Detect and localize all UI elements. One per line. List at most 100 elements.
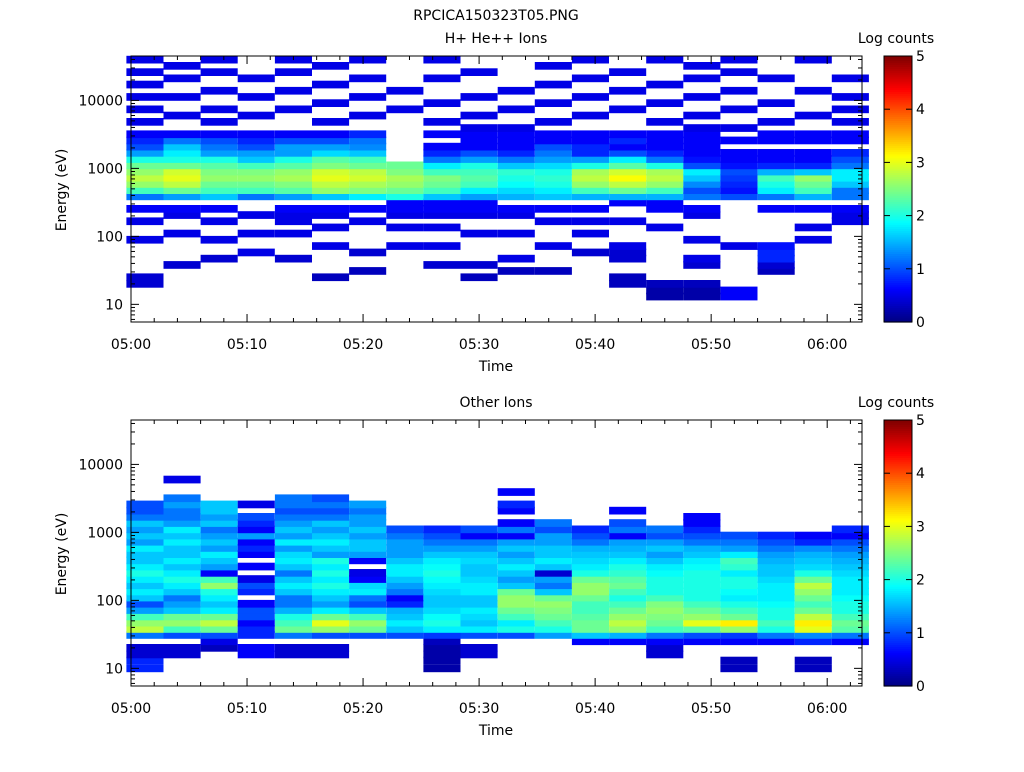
heatmap-cell	[460, 575, 498, 583]
heatmap-cell	[646, 625, 684, 633]
heatmap-cell	[126, 531, 164, 540]
heatmap-cell	[794, 562, 832, 571]
heatmap-cell	[274, 599, 312, 608]
colorbar-segment	[884, 186, 912, 190]
colorbar-segment	[884, 553, 912, 556]
heatmap-cell	[683, 93, 721, 101]
heatmap-cell	[757, 267, 795, 275]
colorbar-segment	[884, 64, 912, 67]
heatmap-cell	[349, 513, 387, 521]
heatmap-cell	[831, 155, 869, 163]
colorbar-segment	[884, 594, 912, 598]
colorbar-segment	[884, 625, 912, 629]
colorbar-segment	[884, 315, 912, 319]
heatmap-cell	[757, 161, 795, 170]
heatmap-cell	[460, 167, 498, 176]
heatmap-cell	[497, 167, 535, 176]
y-tick-label: 10	[105, 297, 123, 313]
colorbar-segment	[884, 184, 912, 188]
heatmap-cell	[683, 525, 721, 534]
heatmap-cell	[534, 136, 572, 145]
heatmap-cell	[794, 625, 832, 633]
colorbar-segment	[884, 515, 912, 519]
colorbar-segment	[884, 76, 912, 80]
colorbar-segment	[884, 677, 912, 681]
colorbar-segment	[884, 83, 912, 86]
colorbar-segment	[884, 91, 912, 95]
heatmap-cell	[274, 229, 312, 238]
colorbar-segment	[884, 270, 912, 273]
colorbar-segment	[884, 673, 912, 677]
colorbar-segment	[884, 432, 912, 436]
colorbar-segment	[884, 586, 912, 589]
heatmap-cell	[757, 625, 795, 633]
heatmap-cell	[237, 248, 275, 257]
heatmap-cell	[237, 631, 275, 639]
heatmap-cell	[349, 149, 387, 157]
heatmap-cell	[683, 161, 721, 170]
colorbar-segment	[884, 528, 912, 531]
colorbar-segment	[884, 274, 912, 277]
colorbar-segment	[884, 286, 912, 290]
colorbar-segment	[884, 671, 912, 675]
heatmap-cell	[720, 180, 758, 188]
heatmap-cell	[460, 612, 498, 621]
heatmap-cell	[200, 637, 238, 646]
heatmap-cell	[274, 142, 312, 151]
heatmap-cell	[609, 105, 647, 114]
heatmap-cell	[757, 599, 795, 608]
heatmap-cell	[534, 180, 572, 188]
heatmap-cell	[312, 556, 350, 565]
colorbar-segment	[884, 665, 912, 668]
heatmap-cell	[423, 625, 461, 633]
heatmap-cell	[646, 612, 684, 621]
colorbar-segment	[884, 650, 912, 654]
heatmap-cell	[720, 575, 758, 583]
heatmap-cell	[200, 149, 238, 157]
heatmap-cell	[609, 167, 647, 176]
heatmap-cell	[274, 525, 312, 534]
heatmap-cell	[534, 149, 572, 157]
heatmap-cell	[460, 205, 498, 213]
colorbar-segment	[884, 105, 912, 109]
heatmap-cell	[497, 211, 535, 219]
heatmap-cell	[720, 105, 758, 114]
heatmap-cell	[609, 593, 647, 602]
colorbar-segment	[884, 282, 912, 286]
x-tick-label: 06:00	[807, 337, 847, 353]
heatmap-cell	[237, 161, 275, 170]
heatmap-cell	[163, 531, 201, 540]
colorbar-segment	[884, 667, 912, 670]
heatmap-cell	[757, 593, 795, 602]
heatmap-cell	[126, 544, 164, 552]
heatmap-cell	[200, 575, 238, 583]
x-tick-label: 05:50	[691, 337, 731, 353]
heatmap-cell	[683, 612, 721, 621]
heatmap-cell	[274, 149, 312, 157]
heatmap-cell	[386, 550, 424, 558]
heatmap-cell	[163, 161, 201, 170]
heatmap-cell	[274, 562, 312, 571]
heatmap-cell	[831, 105, 869, 114]
colorbar-segment	[884, 507, 912, 510]
heatmap-cell	[386, 186, 424, 194]
heatmap-cell	[683, 606, 721, 614]
colorbar-segment	[884, 176, 912, 180]
heatmap-cell	[312, 500, 350, 509]
heatmap-cell	[274, 519, 312, 527]
heatmap-cell	[274, 650, 312, 659]
colorbar-segment	[884, 110, 912, 113]
heatmap-cell	[646, 569, 684, 577]
heatmap-cell	[720, 562, 758, 571]
heatmap-cell	[349, 55, 387, 64]
colorbar-segment	[884, 278, 912, 282]
heatmap-cell	[237, 562, 275, 571]
heatmap-cell	[423, 211, 461, 219]
colorbar-segment	[884, 679, 912, 683]
heatmap-cell	[794, 223, 832, 232]
heatmap-cell	[720, 581, 758, 590]
heatmap-cell	[274, 500, 312, 509]
heatmap-cell	[349, 136, 387, 145]
panel-h-he-ions: H+ He++ Ions Log counts Time Energy (eV)…	[54, 31, 934, 375]
heatmap-cell	[534, 192, 572, 201]
